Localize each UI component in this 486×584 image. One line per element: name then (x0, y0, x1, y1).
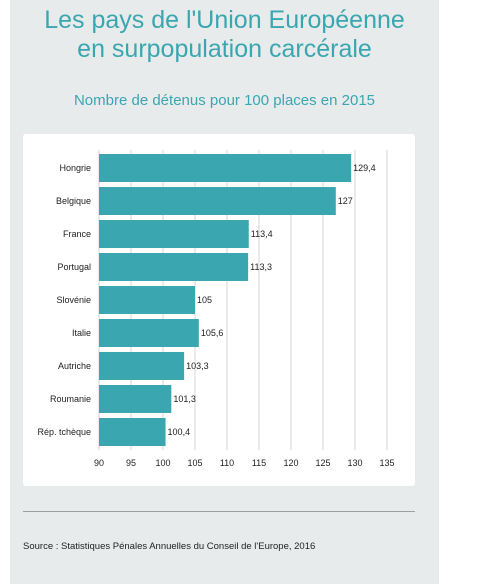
category-label: Rép. tchèque (37, 427, 91, 437)
value-label: 127 (338, 196, 353, 206)
category-label: Roumanie (50, 394, 91, 404)
x-tick-label: 135 (379, 458, 394, 468)
bar (99, 352, 185, 380)
x-tick-label: 110 (220, 458, 234, 468)
x-tick-label: 120 (283, 458, 298, 468)
value-label: 103,3 (186, 361, 209, 371)
bar (99, 253, 249, 281)
x-tick-label: 130 (347, 458, 362, 468)
bar (99, 220, 249, 248)
bars (99, 154, 352, 446)
bar-chart: Hongrie Belgique France Portugal Slovénie Ita… (37, 150, 395, 468)
value-label: 129,4 (353, 163, 376, 173)
x-tick-label: 115 (252, 458, 266, 468)
source-note: Source : Statistiques Pénales Annuelles … (23, 541, 316, 552)
chart-title: Les pays de l'Union Européenne en surpop… (10, 6, 439, 64)
bar (99, 385, 172, 413)
category-label: Autriche (58, 361, 91, 371)
category-label: Italie (72, 328, 91, 338)
category-label: Hongrie (59, 163, 91, 173)
bar (99, 418, 166, 446)
category-labels: Hongrie Belgique France Portugal Slovénie Ita… (37, 163, 91, 437)
x-tick-labels: 90 95 100 105 110 115 120 125 130 135 (94, 458, 395, 468)
title-line-2: en surpopulation carcérale (77, 35, 372, 63)
bar (99, 187, 336, 215)
category-label: Slovénie (56, 295, 91, 305)
bar (99, 154, 352, 182)
value-labels: 129,4 127 113,4 113,3 105 105,6 103,3 101,3 100,… (168, 163, 376, 437)
value-label: 105 (197, 295, 212, 305)
value-label: 113,4 (251, 229, 273, 239)
x-tick-label: 95 (126, 458, 136, 468)
x-tick-label: 90 (94, 458, 104, 468)
category-label: Belgique (56, 196, 91, 206)
chart-subtitle: Nombre de détenus pour 100 places en 201… (73, 92, 376, 109)
bar (99, 286, 195, 314)
footer-divider (23, 511, 415, 512)
bar (99, 319, 199, 347)
x-tick-label: 125 (315, 458, 330, 468)
category-label: France (63, 229, 91, 239)
value-label: 113,3 (250, 262, 272, 272)
x-tick-label: 100 (155, 458, 170, 468)
category-label: Portugal (57, 262, 91, 272)
value-label: 101,3 (173, 394, 196, 404)
value-label: 105,6 (201, 328, 224, 338)
title-line-1: Les pays de l'Union Européenne (44, 6, 405, 34)
x-tick-label: 105 (187, 458, 202, 468)
value-label: 100,4 (168, 427, 191, 437)
